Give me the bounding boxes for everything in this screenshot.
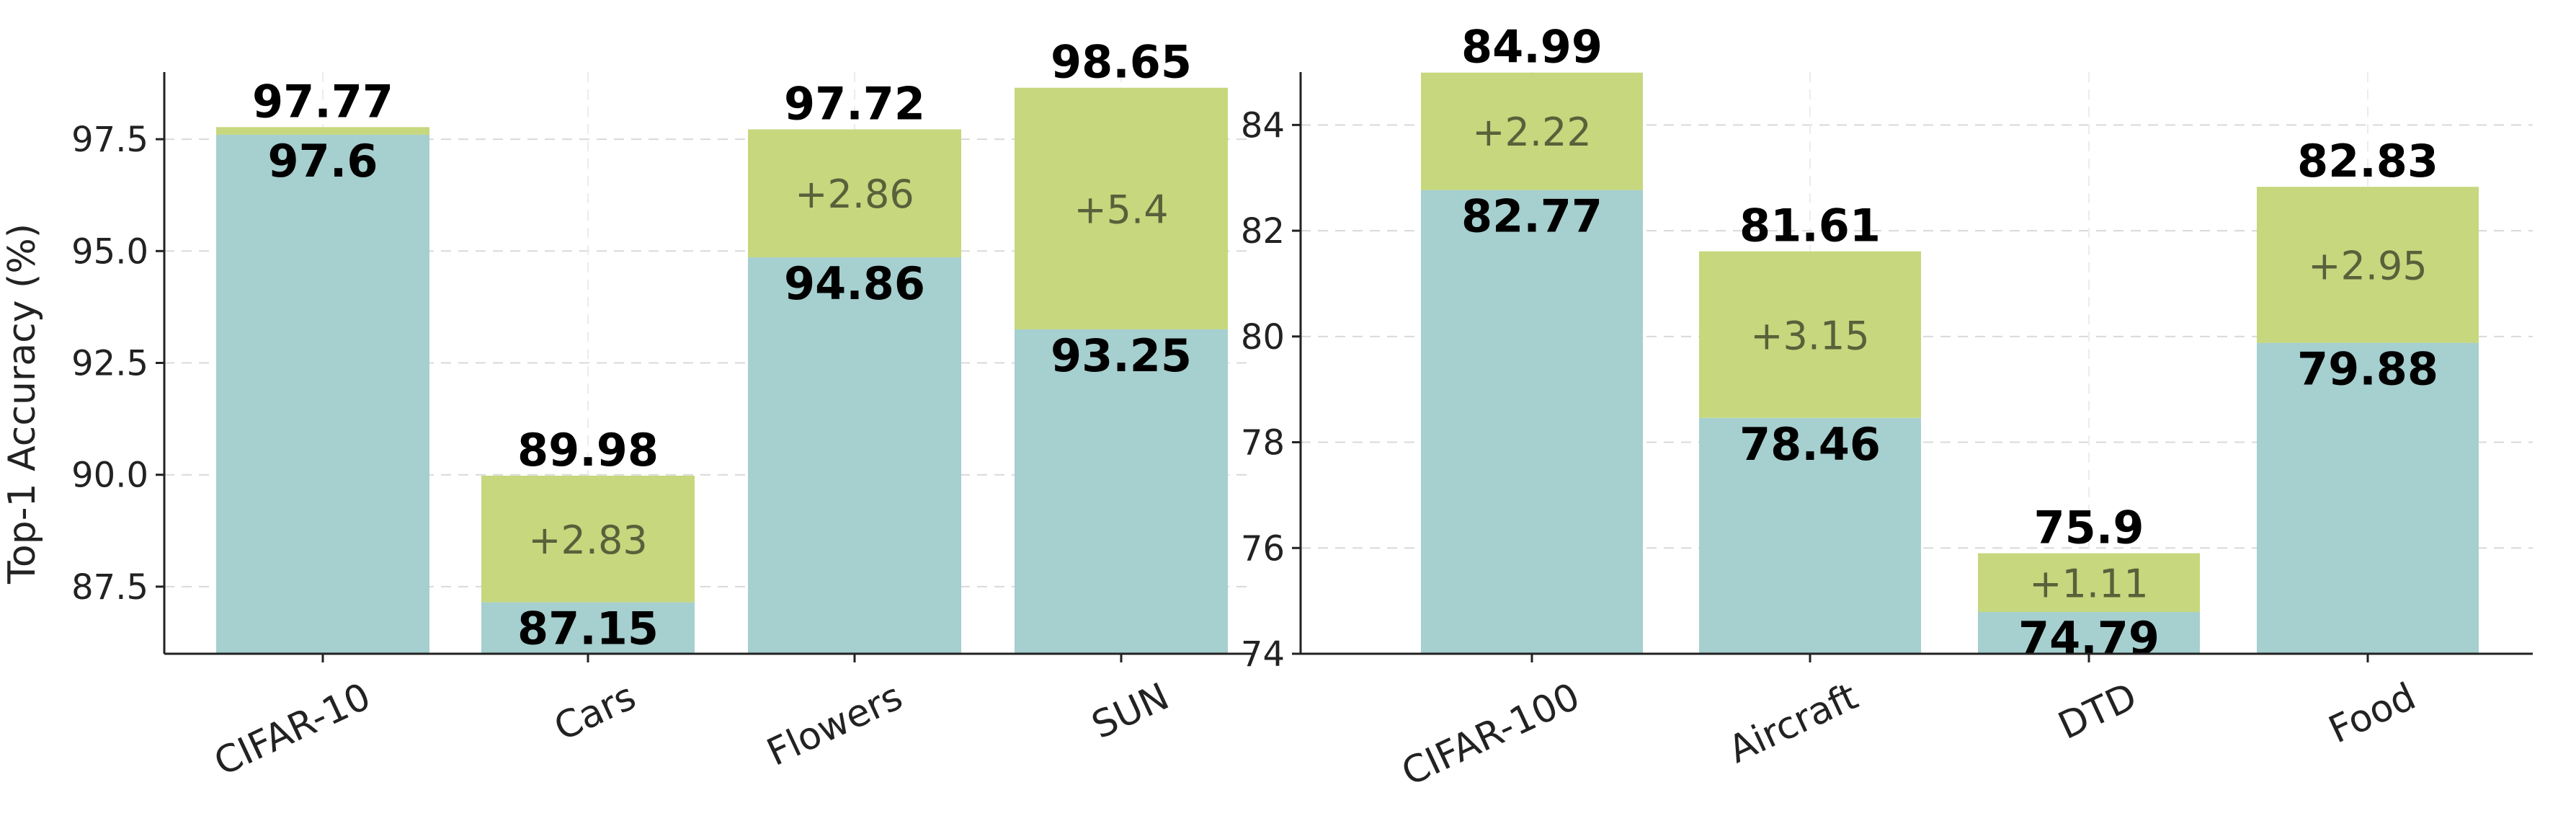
total-value-label: 81.61 <box>1739 200 1881 252</box>
gain-value-label: +1.11 <box>2029 561 2148 606</box>
y-tick-label: 76 <box>1241 528 1285 569</box>
total-value-label: 82.83 <box>2297 135 2438 187</box>
gain-bar <box>1015 87 1228 329</box>
y-axis-label: Top-1 Accuracy (%) <box>1 223 44 585</box>
x-tick-label: Food <box>2322 675 2422 752</box>
gain-value-label: +5.4 <box>1074 187 1168 232</box>
base-bar <box>1421 190 1643 654</box>
gain-bar <box>1978 553 2200 613</box>
base-bar <box>2257 342 2479 654</box>
total-value-label: 97.72 <box>784 77 925 130</box>
gain-value-label: +2.86 <box>795 172 914 217</box>
total-value-label: 84.99 <box>1461 21 1603 74</box>
gain-value-label: +2.22 <box>1472 110 1591 155</box>
total-value-label: 98.65 <box>1051 36 1192 89</box>
x-tick-label: Cars <box>548 675 642 750</box>
y-tick-label: 80 <box>1241 317 1285 358</box>
y-tick-label: 84 <box>1241 105 1285 146</box>
gain-value-label: +3.15 <box>1750 313 1869 358</box>
base-bar <box>1015 329 1228 654</box>
base-value-label: 87.15 <box>517 603 659 655</box>
base-bar <box>216 134 429 654</box>
base-value-label: 82.77 <box>1461 190 1603 243</box>
gain-value-label: +2.95 <box>2308 243 2427 288</box>
y-tick-label: 78 <box>1241 423 1285 463</box>
gain-bar <box>2257 187 2479 343</box>
base-bar <box>748 257 961 654</box>
base-bar <box>481 602 695 654</box>
gain-bar <box>216 127 429 135</box>
y-tick-label: 87.5 <box>71 567 148 608</box>
gain-value-label: +2.83 <box>528 518 647 563</box>
base-value-label: 94.86 <box>784 257 925 310</box>
base-bar <box>1699 417 1921 654</box>
y-tick-label: 95.0 <box>71 231 148 272</box>
right-panel: 74 76 78 80 82 84 84.99 82.77 +2.22 CIFAR-100 81.6… <box>1241 21 2533 795</box>
x-tick-label: CIFAR-10 <box>208 675 377 784</box>
gain-bar <box>1421 72 1643 190</box>
y-tick-label: 92.5 <box>71 344 148 384</box>
gain-bar <box>481 475 695 603</box>
x-tick-label: Flowers <box>761 675 909 775</box>
gain-bar <box>748 129 961 257</box>
y-tick-label: 97.5 <box>71 120 148 160</box>
base-value-label: 79.88 <box>2297 343 2438 396</box>
total-value-label: 75.9 <box>2034 502 2144 554</box>
base-value-label: 93.25 <box>1051 329 1192 382</box>
base-bar <box>1978 612 2200 654</box>
y-tick-label: 74 <box>1241 634 1285 675</box>
y-tick-label: 90.0 <box>71 456 148 496</box>
total-value-label: 89.98 <box>517 424 659 476</box>
x-tick-label: CIFAR-100 <box>1396 675 1587 794</box>
base-value-label: 97.6 <box>268 135 378 187</box>
y-tick-label: 82 <box>1241 211 1285 252</box>
x-tick-label: SUN <box>1085 675 1175 747</box>
total-value-label: 97.77 <box>252 75 393 128</box>
x-tick-label: Aircraft <box>1722 675 1864 772</box>
x-tick-label: DTD <box>2052 675 2144 748</box>
left-panel: Top-1 Accuracy (%) 87.5 90.0 92.5 95.0 97.5 9… <box>1 36 1252 785</box>
gain-bar <box>1699 251 1921 418</box>
base-value-label: 78.46 <box>1739 418 1881 471</box>
